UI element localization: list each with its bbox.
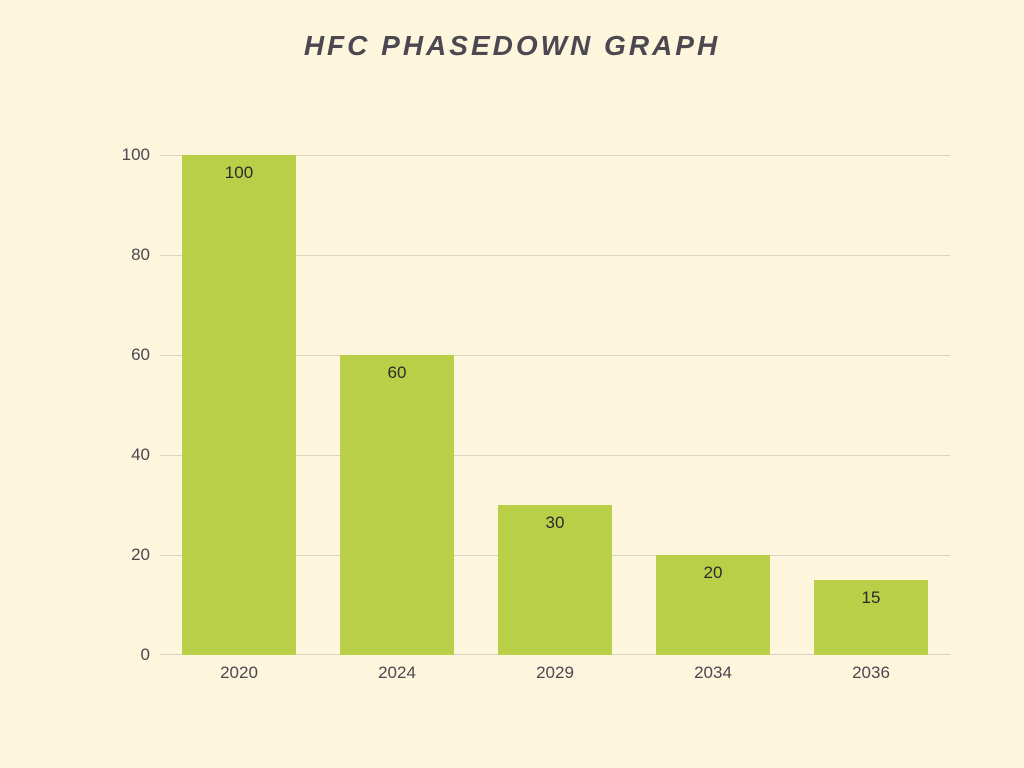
x-tick-label: 2020 [220,663,258,683]
bar-value-label: 15 [814,588,928,608]
chart-container: HFC PHASEDOWN GRAPH 100 60 30 20 15 0 20 40 60 8… [0,0,1024,768]
bar: 30 [498,505,612,655]
chart-area: 100 60 30 20 15 0 20 40 60 80 100 2020 2024 2029 2034… [100,155,950,695]
y-tick-label: 20 [110,545,150,565]
x-tick-label: 2034 [694,663,732,683]
x-tick-label: 2029 [536,663,574,683]
bar: 15 [814,580,928,655]
bar-value-label: 100 [182,163,296,183]
bar-value-label: 20 [656,563,770,583]
plot-area: 100 60 30 20 15 [160,155,950,655]
bar-value-label: 30 [498,513,612,533]
chart-title: HFC PHASEDOWN GRAPH [0,30,1024,62]
y-tick-label: 100 [110,145,150,165]
y-tick-label: 40 [110,445,150,465]
x-tick-label: 2036 [852,663,890,683]
x-tick-label: 2024 [378,663,416,683]
bar: 20 [656,555,770,655]
y-tick-label: 60 [110,345,150,365]
bar: 100 [182,155,296,655]
bar: 60 [340,355,454,655]
y-tick-label: 0 [110,645,150,665]
bar-value-label: 60 [340,363,454,383]
y-tick-label: 80 [110,245,150,265]
